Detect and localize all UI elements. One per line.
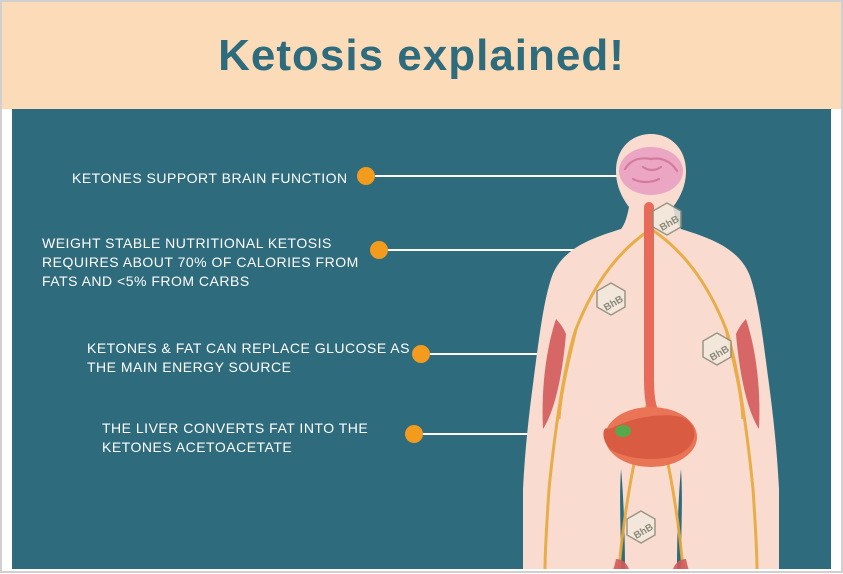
callout-liver: THE LIVER CONVERTS FAT INTO THE KETONES … [102,419,412,457]
header: Ketosis explained! [2,2,841,109]
human-body-illustration: BhB BhB BhB BhB [501,129,801,569]
main-panel: KETONES SUPPORT BRAIN FUNCTION WEIGHT ST… [12,109,831,569]
callout-macros: WEIGHT STABLE NUTRITIONAL KETOSIS REQUIR… [42,234,382,291]
body-svg: BhB BhB BhB BhB [501,129,801,569]
infographic-container: Ketosis explained! KETONES SUPPORT BRAIN… [0,0,843,573]
callout-energy: KETONES & FAT CAN REPLACE GLUCOSE AS THE… [87,339,417,377]
brain-icon [619,147,683,195]
page-title: Ketosis explained! [218,31,625,81]
callout-brain: KETONES SUPPORT BRAIN FUNCTION [72,169,402,188]
